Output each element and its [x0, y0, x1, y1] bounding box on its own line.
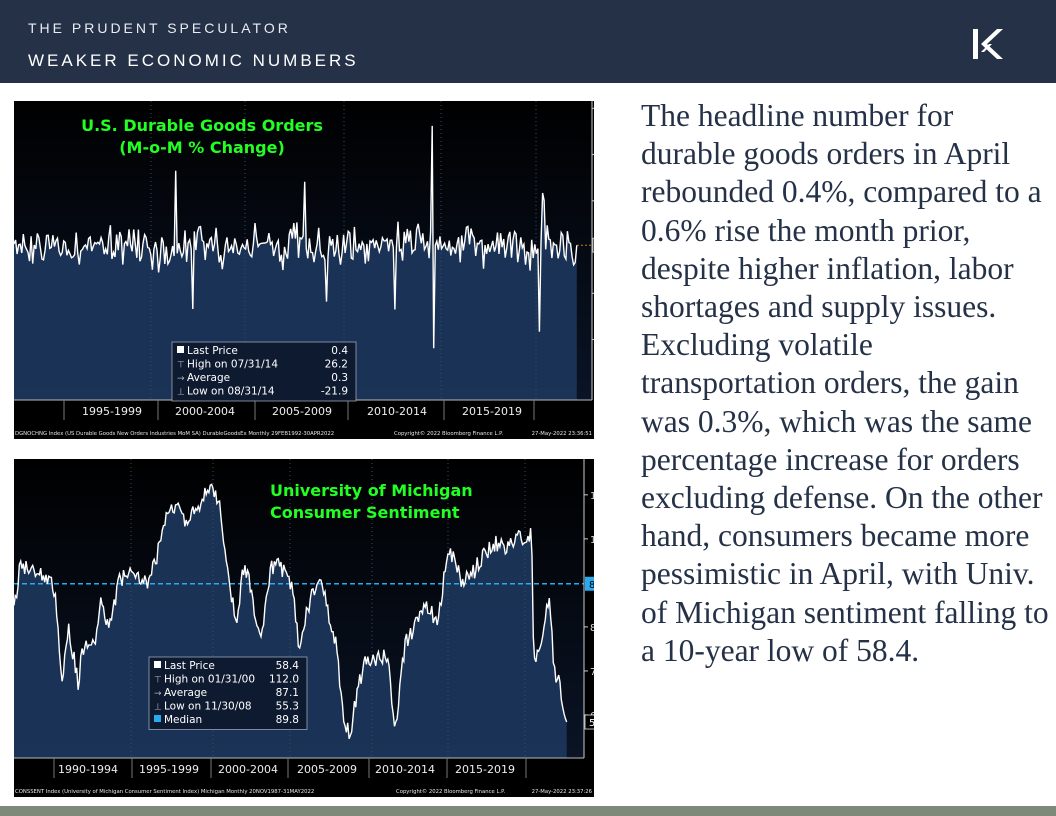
- consumer-sentiment-chart: 110.0100.080.070.060.058.489.81990-19941…: [14, 459, 594, 797]
- chart-title-line: Consumer Sentiment: [270, 503, 460, 522]
- x-tick-label: 2005-2009: [297, 763, 357, 776]
- series-line: [14, 125, 578, 349]
- legend-label: High on 01/31/00: [164, 674, 255, 686]
- y-tick-label: 70.0: [590, 667, 594, 678]
- chart-copyright-footer: Copyright© 2022 Bloomberg Finance L.P.: [396, 788, 505, 795]
- legend-box: [148, 656, 308, 730]
- x-tick-label: 1995-1999: [82, 405, 142, 418]
- x-tick-label: 2010-2014: [367, 405, 427, 418]
- legend-marker-glyph: →: [154, 689, 162, 699]
- legend-value: 55.3: [276, 701, 299, 713]
- x-tick-label: 1990-1994: [58, 763, 118, 776]
- legend-marker-blue-square: [154, 715, 161, 722]
- chart-timestamp-footer: 27-May-2022 23:37:26: [532, 789, 593, 795]
- durable-goods-chart-svg: 302010-10-200.41995-19992000-20042005-20…: [14, 101, 594, 437]
- legend-value: 0.3: [331, 372, 348, 384]
- chart-source-footer: CONSSENT Index (University of Michigan C…: [15, 789, 314, 795]
- legend-label: Last Price: [187, 345, 238, 357]
- legend-value: 89.8: [276, 714, 299, 726]
- legend-marker-glyph: ⊥: [154, 703, 162, 713]
- chart-timestamp-footer: 27-May-2022 23:36:51: [532, 431, 592, 437]
- footer-bar: [0, 806, 1056, 816]
- x-tick-label: 2000-2004: [175, 405, 235, 418]
- legend-label: Average: [164, 687, 207, 699]
- chart-title-line: U.S. Durable Goods Orders: [81, 116, 323, 135]
- last-price-tag-box: [592, 237, 594, 253]
- legend-marker-glyph: →: [177, 374, 185, 384]
- commentary-text: The headline number for durable goods or…: [641, 98, 1049, 668]
- consumer-sentiment-chart-svg: 110.0100.080.070.060.058.489.81990-19941…: [14, 459, 594, 795]
- legend-label: Low on 11/30/08: [164, 701, 252, 713]
- legend-label: Average: [187, 372, 230, 384]
- legend-label: High on 07/31/14: [187, 359, 278, 371]
- legend-value: -21.9: [321, 386, 348, 398]
- durable-goods-chart: 302010-10-200.41995-19992000-20042005-20…: [14, 101, 594, 439]
- x-tick-label: 2000-2004: [218, 763, 278, 776]
- y-tick-label: 100.0: [590, 535, 594, 546]
- legend-box: [171, 341, 357, 402]
- legend-value: 26.2: [325, 359, 348, 371]
- chart-title-line: (M-o-M % Change): [119, 138, 285, 157]
- median-tag-label: 89.8: [589, 580, 594, 591]
- series-area: [14, 125, 577, 401]
- legend-value: 0.4: [331, 345, 348, 357]
- legend-label: Low on 08/31/14: [187, 386, 275, 398]
- chart-copyright-footer: Copyright© 2022 Bloomberg Finance L.P.: [394, 430, 503, 437]
- legend-value: 112.0: [269, 674, 299, 686]
- legend-label: Last Price: [164, 660, 215, 672]
- legend-marker-glyph: ⊥: [177, 388, 185, 398]
- stylized-k-logo-icon: [973, 29, 1003, 59]
- legend-marker-glyph: ⊤: [177, 361, 185, 371]
- y-tick-label: 110.0: [590, 491, 594, 502]
- last-price-tag-box: [584, 714, 594, 730]
- legend-marker-white-square: [154, 661, 161, 668]
- legend-value: 58.4: [276, 660, 300, 672]
- median-tag-box: [585, 576, 594, 591]
- legend-label: Median: [164, 714, 202, 726]
- slide-header: THE PRUDENT SPECULATOR WEAKER ECONOMIC N…: [0, 0, 1056, 83]
- x-tick-label: 2015-2019: [455, 763, 515, 776]
- brand-name: THE PRUDENT SPECULATOR: [28, 20, 291, 36]
- series-line: [14, 483, 568, 740]
- last-price-tag-label: 58.4: [589, 718, 594, 729]
- legend-marker-glyph: ⊤: [154, 676, 162, 686]
- legend-marker-white-square: [177, 346, 184, 353]
- page-title: WEAKER ECONOMIC NUMBERS: [28, 51, 359, 70]
- chart-title-line: University of Michigan: [270, 481, 473, 500]
- legend-value: 87.1: [276, 687, 299, 699]
- y-tick-label: 80.0: [590, 623, 594, 634]
- x-tick-label: 2015-2019: [462, 405, 522, 418]
- x-tick-label: 2010-2014: [375, 763, 435, 776]
- x-tick-label: 2005-2009: [272, 405, 332, 418]
- chart-source-footer: DGNOCHNG Index (US Durable Goods New Ord…: [15, 431, 334, 437]
- x-tick-label: 1995-1999: [139, 763, 199, 776]
